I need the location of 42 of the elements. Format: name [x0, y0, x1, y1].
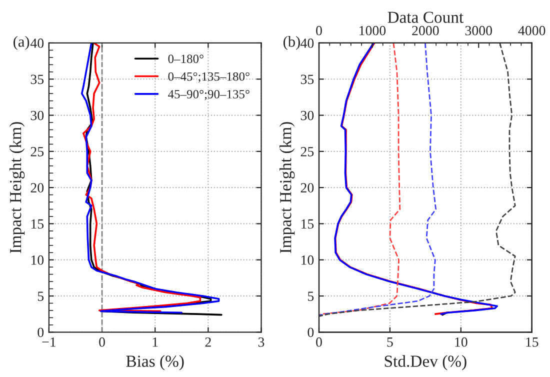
- y-tick-label: 20: [300, 183, 314, 193]
- y-tick-label: 30: [30, 110, 44, 120]
- y-axis-title: Impact Height (km): [280, 122, 295, 254]
- x-tick-label: 15: [526, 337, 538, 347]
- x-axis-title: Bias (%): [126, 355, 184, 370]
- x-tick-label: 5: [387, 338, 393, 347]
- text: (a): [14, 36, 30, 50]
- x-tick-label: 3: [258, 337, 264, 347]
- x-tick-label: 10: [455, 337, 468, 347]
- x-tick-label: 1: [152, 337, 158, 347]
- y-axis-title: Impact Height (km): [9, 122, 25, 254]
- legend-label: 45–90°;90–135°: [168, 90, 250, 100]
- y-tick-label: 25: [30, 147, 44, 156]
- x2-tick-label: 0: [316, 26, 322, 36]
- y-tick-label: 40: [300, 38, 314, 48]
- x2-axis-title: Data Count: [388, 12, 464, 23]
- x2-tick-label: 3000: [465, 26, 492, 36]
- y-tick-label: 5: [38, 292, 44, 301]
- y-tick-label: 35: [30, 74, 44, 84]
- x-tick-label: 0: [316, 337, 322, 347]
- x2-tick-label: 4000: [518, 26, 546, 36]
- y-tick-label: 20: [30, 183, 44, 193]
- text: (b): [283, 36, 300, 50]
- y-tick-label: 25: [300, 147, 314, 156]
- y-tick-label: 10: [301, 255, 314, 265]
- x-axis-title: Std.Dev (%): [384, 355, 466, 370]
- x2-tick-label: 1000: [360, 26, 386, 36]
- legend-label: 0–180°: [168, 54, 204, 64]
- x-tick-label: 0: [99, 337, 105, 347]
- y-tick-label: 30: [300, 110, 314, 120]
- y-tick-label: 0: [38, 328, 44, 338]
- x-tick-label: −1: [42, 337, 56, 347]
- y-tick-label: 15: [31, 219, 44, 229]
- y-tick-label: 35: [300, 74, 314, 84]
- x-tick-label: 2: [205, 337, 211, 347]
- y-tick-label: 40: [30, 38, 44, 48]
- y-tick-label: 5: [308, 292, 314, 301]
- x2-tick-label: 2000: [412, 26, 439, 36]
- y-tick-label: 0: [308, 328, 314, 338]
- legend-label: 0–45°;135–180°: [168, 72, 250, 83]
- y-tick-label: 10: [31, 255, 44, 265]
- y-tick-label: 15: [301, 219, 314, 229]
